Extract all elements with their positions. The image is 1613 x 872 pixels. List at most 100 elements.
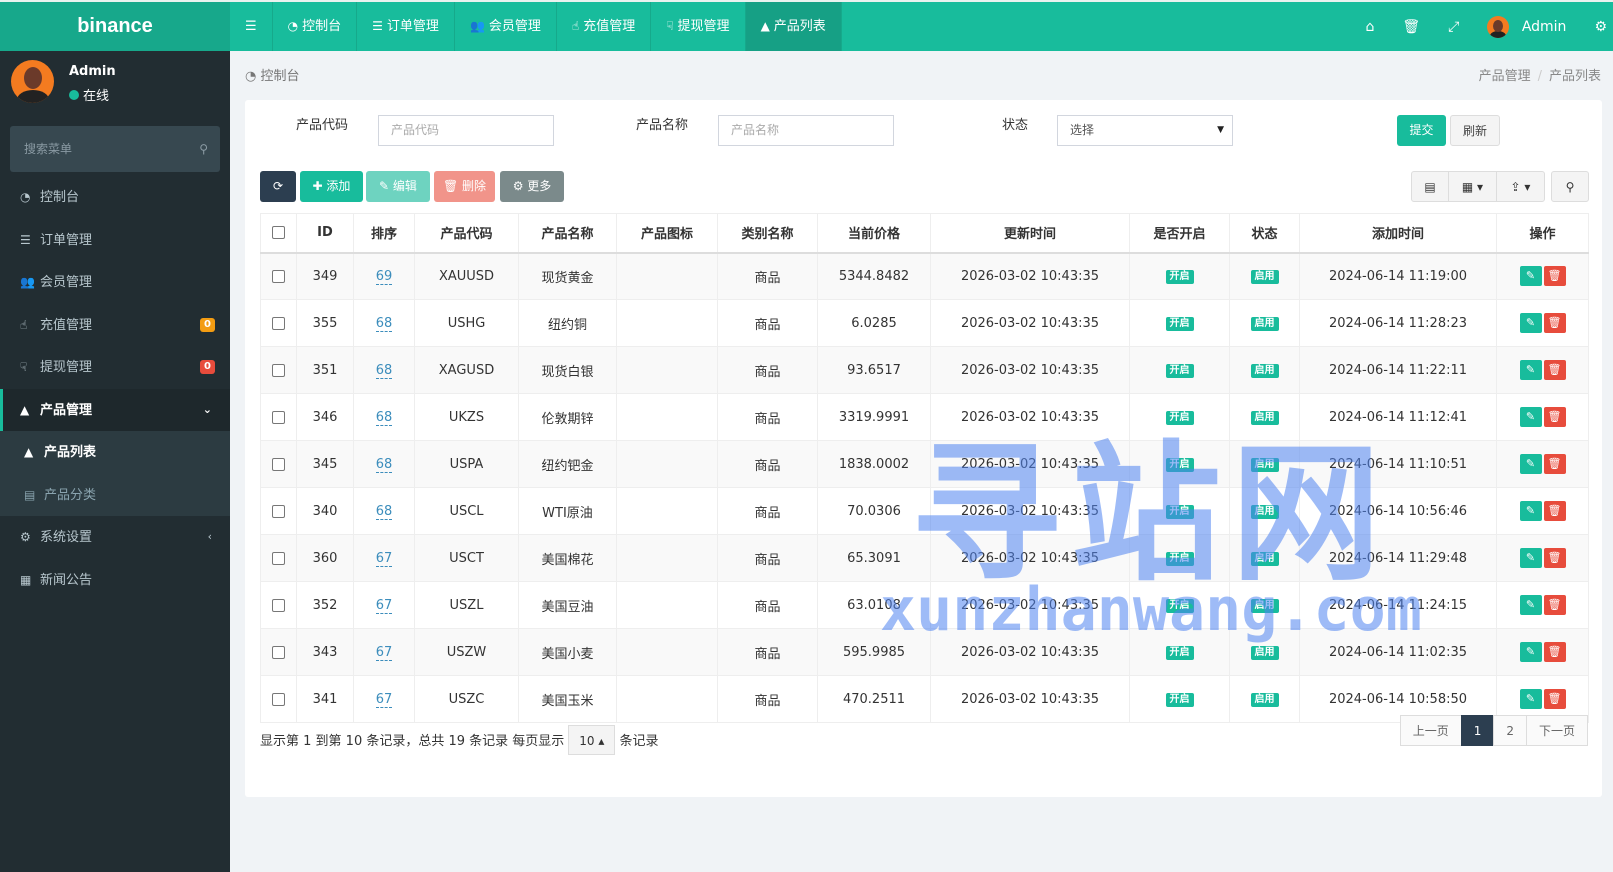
sort-editable-link[interactable]: 68 bbox=[375, 315, 393, 332]
sidebar-item-orders[interactable]: ☰ 订单管理 bbox=[0, 219, 230, 262]
page-2-button[interactable]: 2 bbox=[1493, 715, 1527, 746]
page-size-select[interactable]: 10 ▴ bbox=[568, 725, 616, 755]
status-badge[interactable]: 启用 bbox=[1250, 599, 1279, 613]
submit-button[interactable]: 提交 bbox=[1397, 115, 1446, 146]
sidebar-item-products[interactable]: ▲ 产品管理 ⌄ bbox=[0, 388, 230, 431]
sort-editable-link[interactable]: 67 bbox=[375, 644, 393, 661]
row-checkbox[interactable] bbox=[272, 457, 285, 471]
row-delete-button[interactable]: 🗑 bbox=[1543, 501, 1566, 521]
sort-editable-link[interactable]: 68 bbox=[375, 456, 393, 473]
status-badge[interactable]: 启用 bbox=[1250, 411, 1279, 425]
row-checkbox[interactable] bbox=[272, 551, 285, 565]
page-1-button[interactable]: 1 bbox=[1460, 715, 1495, 746]
topnav-item-dashboard[interactable]: ◔ 控制台 bbox=[273, 2, 358, 51]
sort-editable-link[interactable]: 68 bbox=[375, 409, 393, 426]
add-button[interactable]: ✚ 添加 bbox=[300, 171, 363, 202]
prev-page-button[interactable]: 上一页 bbox=[1399, 715, 1462, 746]
delete-button[interactable]: 🗑 删除 bbox=[434, 171, 495, 202]
row-checkbox[interactable] bbox=[272, 410, 285, 424]
row-delete-button[interactable]: 🗑 bbox=[1543, 689, 1566, 709]
row-checkbox[interactable] bbox=[272, 269, 285, 283]
enabled-badge[interactable]: 开启 bbox=[1165, 364, 1194, 378]
enabled-badge[interactable]: 开启 bbox=[1165, 552, 1194, 566]
status-badge[interactable]: 启用 bbox=[1250, 458, 1279, 472]
export-button[interactable]: ⇪ ▾ bbox=[1496, 171, 1545, 202]
enabled-badge[interactable]: 开启 bbox=[1165, 270, 1194, 285]
row-edit-button[interactable]: ✎ bbox=[1519, 360, 1542, 380]
select-all-checkbox[interactable] bbox=[272, 226, 285, 240]
sort-editable-link[interactable]: 67 bbox=[375, 691, 393, 708]
code-input[interactable]: 产品代码 bbox=[378, 115, 554, 146]
next-page-button[interactable]: 下一页 bbox=[1525, 715, 1588, 746]
name-input[interactable]: 产品名称 bbox=[718, 115, 894, 146]
sidebar-item-recharge[interactable]: ☝ 充值管理 0 bbox=[0, 304, 230, 347]
enabled-badge[interactable]: 开启 bbox=[1165, 411, 1194, 425]
row-edit-button[interactable]: ✎ bbox=[1519, 689, 1542, 709]
row-edit-button[interactable]: ✎ bbox=[1519, 548, 1542, 568]
row-edit-button[interactable]: ✎ bbox=[1519, 642, 1542, 662]
row-delete-button[interactable]: 🗑 bbox=[1543, 360, 1566, 380]
row-delete-button[interactable]: 🗑 bbox=[1543, 454, 1566, 474]
more-button[interactable]: ⚙ 更多 bbox=[500, 171, 564, 202]
menu-search-input[interactable]: 搜索菜单 ⚲ bbox=[10, 126, 220, 172]
topnav-item-withdraw[interactable]: ☟ 提现管理 bbox=[651, 2, 746, 51]
user-menu[interactable]: Admin bbox=[1487, 15, 1566, 38]
sort-editable-link[interactable]: 67 bbox=[375, 550, 393, 567]
breadcrumb-item[interactable]: 产品管理 bbox=[1478, 69, 1531, 84]
status-badge[interactable]: 启用 bbox=[1250, 693, 1279, 707]
row-checkbox[interactable] bbox=[272, 692, 285, 706]
home-icon[interactable]: ⌂ bbox=[1365, 18, 1375, 35]
sort-editable-link[interactable]: 67 bbox=[375, 597, 393, 614]
sidebar-item-settings[interactable]: ⚙ 系统设置 ‹ bbox=[0, 516, 230, 559]
row-delete-button[interactable]: 🗑 bbox=[1543, 407, 1566, 427]
sidebar-item-news[interactable]: ▦ 新闻公告 bbox=[0, 559, 230, 602]
sidebar-item-product-list[interactable]: ▲ 产品列表 bbox=[0, 431, 230, 474]
sidebar-item-dashboard[interactable]: ◔ 控制台 bbox=[0, 176, 230, 219]
sort-editable-link[interactable]: 68 bbox=[375, 503, 393, 520]
row-edit-button[interactable]: ✎ bbox=[1519, 595, 1542, 615]
refresh-button[interactable]: ⟳ bbox=[260, 171, 296, 202]
sidebar-item-members[interactable]: 👥 会员管理 bbox=[0, 261, 230, 304]
row-delete-button[interactable]: 🗑 bbox=[1543, 313, 1566, 333]
row-edit-button[interactable]: ✎ bbox=[1519, 454, 1542, 474]
row-edit-button[interactable]: ✎ bbox=[1519, 501, 1542, 521]
row-edit-button[interactable]: ✎ bbox=[1519, 407, 1542, 427]
enabled-badge[interactable]: 开启 bbox=[1165, 317, 1194, 331]
edit-button[interactable]: ✎ 编辑 bbox=[366, 171, 430, 202]
toggle-view-button[interactable]: ▤ bbox=[1411, 171, 1449, 202]
trash-icon[interactable]: 🗑 bbox=[1402, 18, 1421, 35]
fullscreen-icon[interactable]: ⤢ bbox=[1448, 18, 1460, 35]
status-badge[interactable]: 启用 bbox=[1250, 317, 1279, 331]
enabled-badge[interactable]: 开启 bbox=[1165, 505, 1194, 519]
enabled-badge[interactable]: 开启 bbox=[1165, 458, 1194, 472]
topnav-item-recharge[interactable]: ☝ 充值管理 bbox=[557, 2, 652, 51]
search-toggle-button[interactable]: ⚲ bbox=[1551, 171, 1589, 202]
logo[interactable]: binance bbox=[0, 2, 230, 51]
settings-gear-icon[interactable]: ⚙ bbox=[1594, 18, 1607, 35]
sort-editable-link[interactable]: 68 bbox=[375, 362, 393, 379]
row-checkbox[interactable] bbox=[272, 598, 285, 612]
sidebar-item-withdraw[interactable]: ☟ 提现管理 0 bbox=[0, 346, 230, 389]
row-delete-button[interactable]: 🗑 bbox=[1543, 595, 1566, 615]
topnav-item-orders[interactable]: ☰ 订单管理 bbox=[357, 2, 455, 51]
status-badge[interactable]: 启用 bbox=[1250, 505, 1279, 519]
row-checkbox[interactable] bbox=[272, 645, 285, 659]
status-badge[interactable]: 启用 bbox=[1250, 552, 1279, 566]
status-badge[interactable]: 启用 bbox=[1250, 270, 1279, 285]
row-checkbox[interactable] bbox=[272, 504, 285, 518]
row-delete-button[interactable]: 🗑 bbox=[1543, 548, 1566, 568]
row-edit-button[interactable]: ✎ bbox=[1519, 313, 1542, 333]
enabled-badge[interactable]: 开启 bbox=[1165, 646, 1194, 660]
search-icon[interactable]: ⚲ bbox=[199, 142, 208, 156]
row-delete-button[interactable]: 🗑 bbox=[1543, 642, 1566, 662]
row-checkbox[interactable] bbox=[272, 363, 285, 377]
row-edit-button[interactable]: ✎ bbox=[1519, 266, 1542, 287]
sort-editable-link[interactable]: 69 bbox=[375, 268, 393, 285]
topnav-item-members[interactable]: 👥 会员管理 bbox=[455, 2, 557, 51]
row-delete-button[interactable]: 🗑 bbox=[1543, 266, 1566, 287]
row-checkbox[interactable] bbox=[272, 316, 285, 330]
enabled-badge[interactable]: 开启 bbox=[1165, 693, 1194, 707]
sidebar-toggle-button[interactable]: ☰ bbox=[230, 2, 273, 51]
sidebar-item-product-category[interactable]: ▤ 产品分类 bbox=[0, 473, 230, 516]
status-select[interactable]: 选择 ▼ bbox=[1057, 115, 1233, 146]
